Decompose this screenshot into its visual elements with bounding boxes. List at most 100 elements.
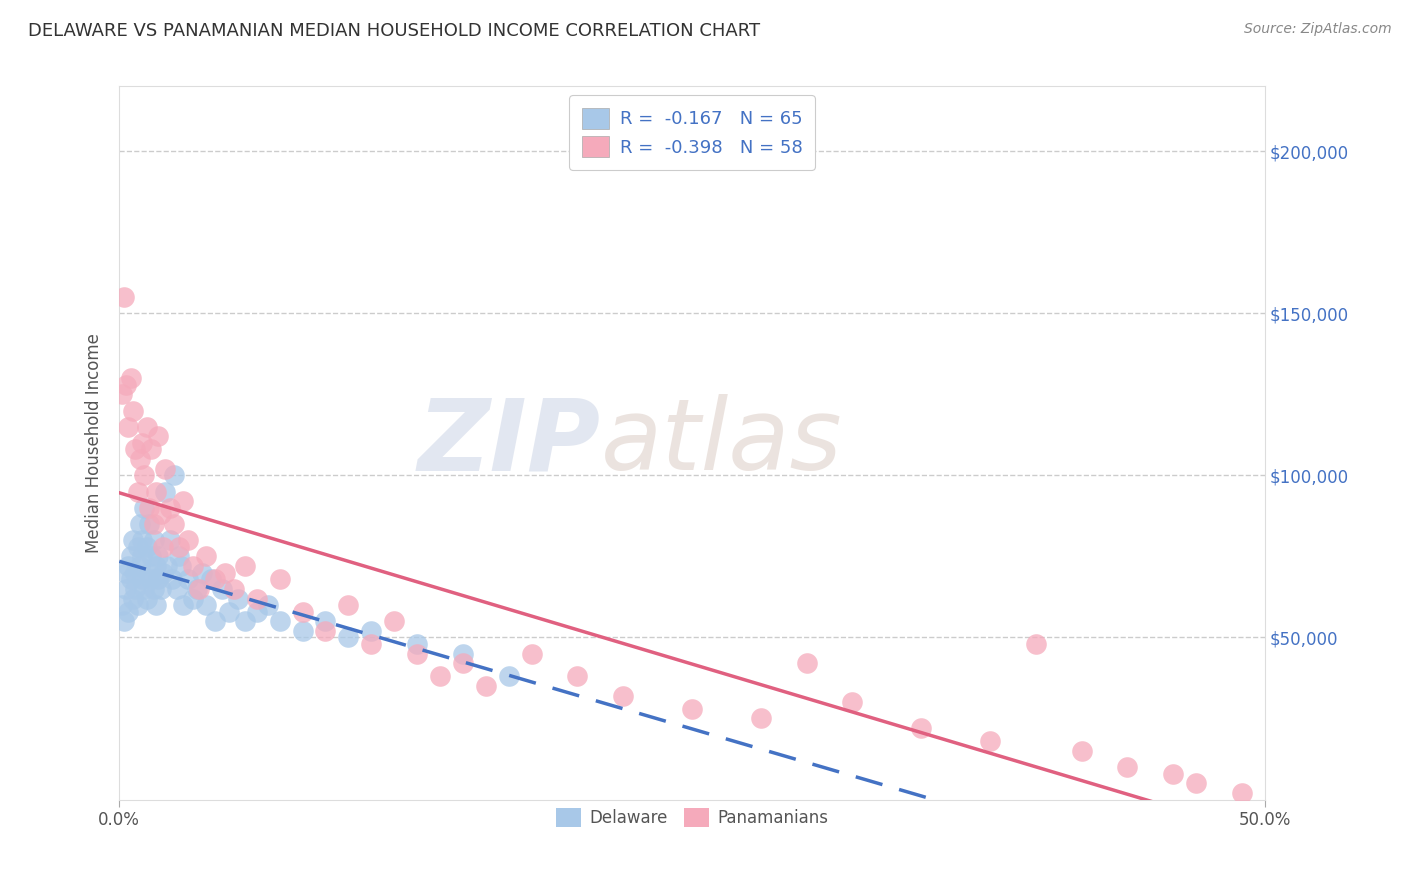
Point [120, 549, 142, 564]
Point [246, 605, 269, 619]
Point [128, 559, 150, 574]
Point [214, 566, 236, 580]
Point [204, 572, 226, 586]
Point [131, 533, 153, 548]
Point [451, 657, 474, 671]
Point [163, 468, 186, 483]
Point [498, 669, 520, 683]
Point [117, 559, 139, 574]
Point [163, 516, 186, 531]
Point [257, 598, 280, 612]
Point [120, 572, 142, 586]
Point [128, 516, 150, 531]
Point [122, 403, 145, 417]
Point [145, 598, 167, 612]
Point [337, 598, 360, 612]
Point [181, 591, 204, 606]
Point [1161, 766, 1184, 780]
Point [681, 702, 703, 716]
Point [141, 442, 163, 457]
Point [135, 419, 157, 434]
Text: DELAWARE VS PANAMANIAN MEDIAN HOUSEHOLD INCOME CORRELATION CHART: DELAWARE VS PANAMANIAN MEDIAN HOUSEHOLD … [28, 22, 761, 40]
Point [228, 591, 250, 606]
Point [360, 624, 382, 638]
Point [233, 614, 256, 628]
Point [1116, 760, 1139, 774]
Point [166, 582, 188, 596]
Point [204, 614, 226, 628]
Point [195, 598, 218, 612]
Point [337, 631, 360, 645]
Point [520, 647, 543, 661]
Point [110, 387, 132, 401]
Point [841, 695, 863, 709]
Point [153, 484, 176, 499]
Point [138, 500, 160, 515]
Point [382, 614, 405, 628]
Point [429, 669, 451, 683]
Point [269, 572, 291, 586]
Point [134, 582, 156, 596]
Point [451, 647, 474, 661]
Point [117, 605, 139, 619]
Point [612, 689, 634, 703]
Point [127, 598, 149, 612]
Point [160, 572, 183, 586]
Point [172, 494, 194, 508]
Text: atlas: atlas [600, 394, 842, 491]
Point [475, 679, 498, 693]
Point [167, 540, 190, 554]
Point [112, 290, 135, 304]
Point [222, 582, 245, 596]
Point [149, 508, 172, 522]
Point [291, 605, 314, 619]
Point [177, 572, 200, 586]
Point [406, 647, 429, 661]
Point [314, 624, 336, 638]
Point [195, 549, 218, 564]
Point [122, 533, 145, 548]
Point [117, 419, 139, 434]
Point [112, 614, 135, 628]
Point [135, 591, 157, 606]
Point [135, 540, 157, 554]
Point [1185, 776, 1208, 790]
Point [115, 377, 138, 392]
Point [749, 711, 772, 725]
Point [138, 566, 160, 580]
Point [115, 582, 138, 596]
Point [142, 516, 165, 531]
Point [211, 582, 233, 596]
Point [406, 637, 429, 651]
Point [127, 484, 149, 499]
Point [291, 624, 314, 638]
Point [124, 442, 146, 457]
Point [186, 582, 208, 596]
Point [1025, 637, 1047, 651]
Point [200, 572, 222, 586]
Point [142, 582, 165, 596]
Point [115, 566, 138, 580]
Point [177, 533, 200, 548]
Point [131, 549, 153, 564]
Point [170, 559, 193, 574]
Point [910, 721, 932, 735]
Point [122, 591, 145, 606]
Point [148, 429, 170, 443]
Point [360, 637, 382, 651]
Point [979, 734, 1001, 748]
Point [134, 500, 156, 515]
Point [156, 559, 179, 574]
Point [141, 549, 163, 564]
Point [152, 566, 174, 580]
Point [148, 572, 170, 586]
Point [134, 468, 156, 483]
Point [1230, 786, 1253, 800]
Point [124, 582, 146, 596]
Point [124, 566, 146, 580]
Point [148, 549, 170, 564]
Point [172, 598, 194, 612]
Point [167, 549, 190, 564]
Text: Source: ZipAtlas.com: Source: ZipAtlas.com [1244, 22, 1392, 37]
Point [145, 559, 167, 574]
